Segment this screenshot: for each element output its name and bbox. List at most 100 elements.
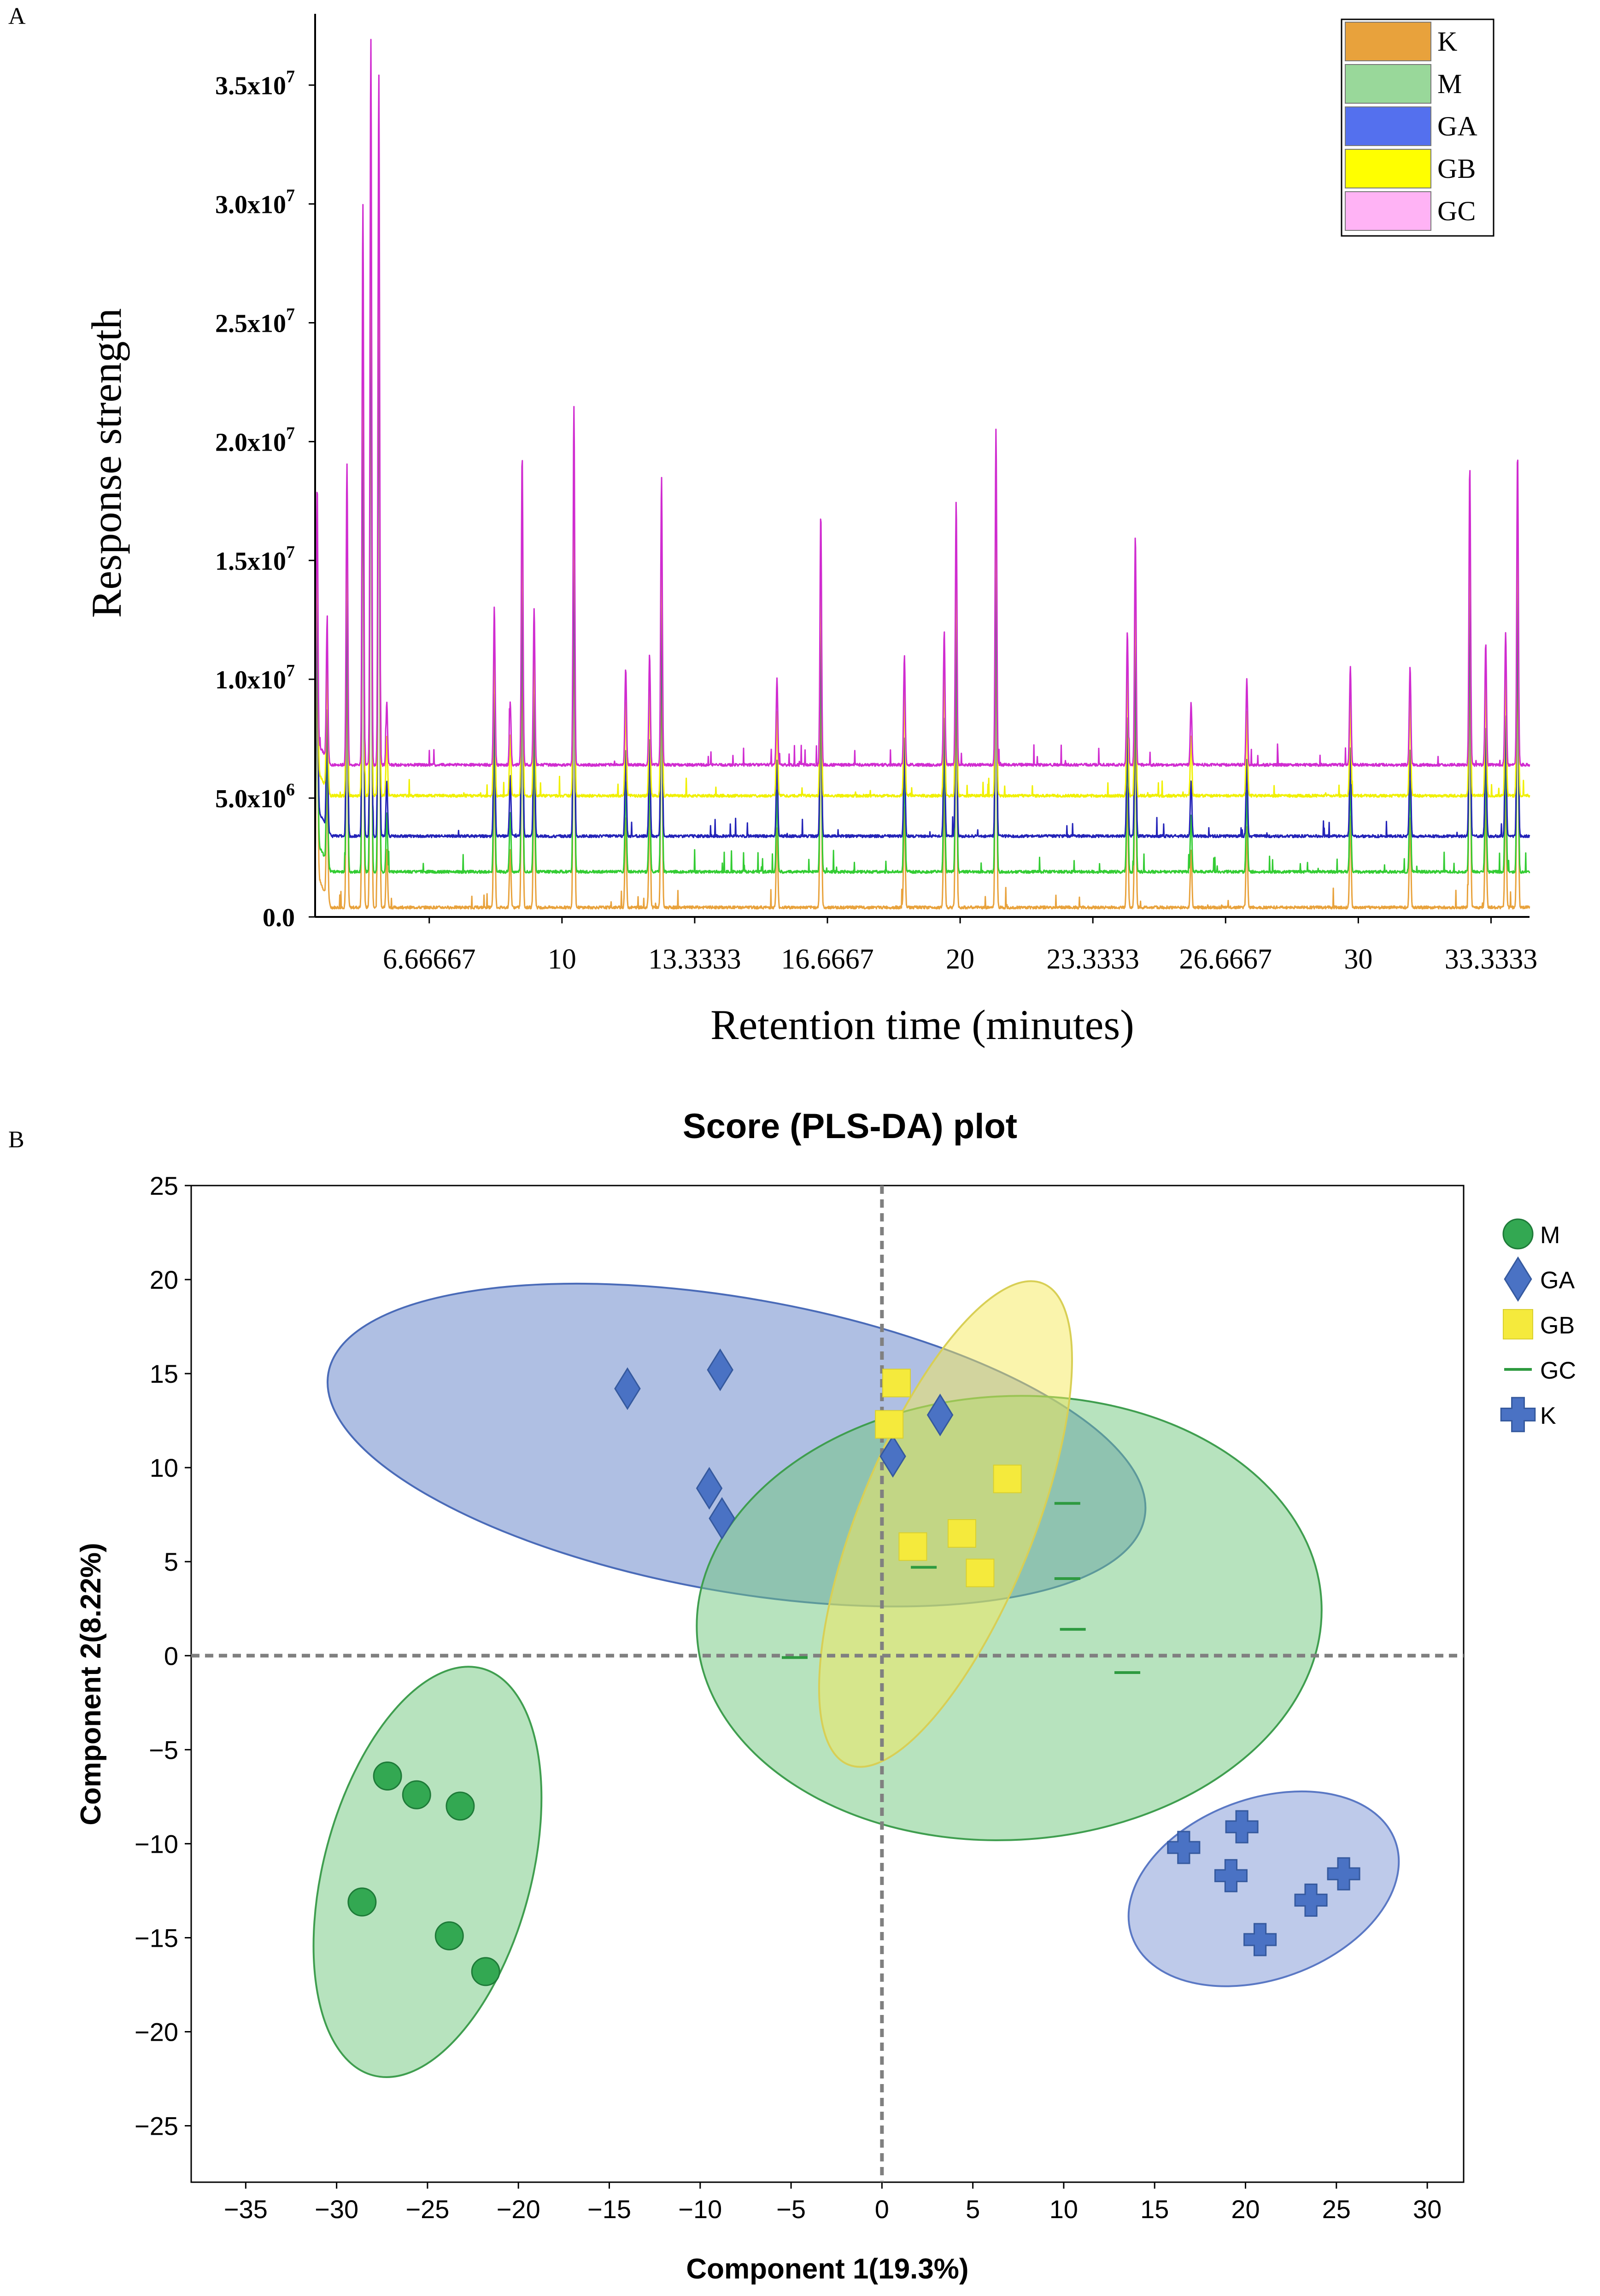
point-k [1327,1857,1360,1891]
y-axis-ticks: 0.0 5.0x106 1.0x107 1.5x107 2.0x107 2.5x107 3.… [215,67,315,932]
legend-marker-m [1502,1218,1534,1250]
point-m [402,1780,431,1809]
x-axis-ticks: −35 −30 −25 −20 −15 −10 −5 0 5 10 15 20 25 30 [224,2182,1442,2224]
point-ga [709,1497,735,1540]
legend-marker-ga [1504,1256,1532,1302]
point-gb [882,1368,911,1398]
x-tick-label: 10 [548,944,576,975]
legend-swatch [1345,106,1431,146]
y-tick-label: 5.0x106 [215,780,295,813]
x-axis-label: Retention time (minutes) [710,1001,1134,1048]
trace-m [314,189,1530,874]
x-tick-label: 33.3333 [1445,944,1538,975]
chromatogram-chart: 0.0 5.0x106 1.0x107 1.5x107 2.0x107 2.5x107 3.… [83,14,1537,1048]
legend-swatch [1345,191,1431,231]
y-tick-label: −5 [149,1735,178,1764]
y-axis-ticks: 25 20 15 10 5 0 −5 −10 −15 −20 −25 [135,1171,191,2141]
point-m [445,1791,475,1821]
y-tick-label: −15 [135,1923,178,1952]
legend-swatch [1345,64,1431,104]
x-tick-label: 5 [966,2195,980,2224]
x-axis-label: Component 1(19.3%) [686,2253,968,2285]
y-tick-label: −20 [135,2018,178,2047]
ellipse-k [1127,1790,1400,1987]
y-tick-label: 2.0x107 [215,423,295,457]
x-tick-label: 26.6667 [1179,944,1272,975]
x-tick-label: 0 [875,2195,889,2224]
x-tick-label: 20 [1231,2195,1260,2224]
point-ga [879,1435,906,1478]
legend-label: GB [1437,153,1476,184]
x-tick-label: 6.66667 [383,944,476,975]
x-tick-label: 23.3333 [1046,944,1139,975]
score-plot-title: Score (PLS-DA) plot [683,1107,1017,1146]
x-tick-label: 25 [1322,2195,1351,2224]
score-plot: Score (PLS-DA) plot 25 20 15 10 5 0 −5 −10 −15 −2… [75,1107,1576,2285]
y-tick-label: −10 [135,1829,178,1858]
x-tick-label: 30 [1413,2195,1442,2224]
x-tick-label: −30 [315,2195,358,2224]
legend-swatch [1345,22,1431,61]
x-tick-label: 10 [1049,2195,1078,2224]
legend-label: GB [1540,1312,1575,1339]
x-tick-label: 15 [1140,2195,1169,2224]
legend-swatch [1345,149,1431,188]
confidence-ellipses [312,1280,1400,2078]
x-tick-label: 13.3333 [648,944,741,975]
point-ga [926,1393,954,1437]
legend-label: GA [1437,111,1477,141]
score-points [347,1348,1360,1986]
x-tick-label: −25 [405,2195,449,2224]
panel-b-label: B [8,1127,24,1153]
x-tick-label: −20 [497,2195,540,2224]
point-m [434,1921,464,1950]
point-m [471,1957,500,1986]
panel-a-label: A [8,3,26,29]
point-gb [898,1532,927,1561]
y-tick-label: 10 [150,1453,178,1482]
trace-gc [314,39,1530,767]
x-tick-label: −10 [678,2195,722,2224]
y-tick-label: 25 [150,1171,178,1200]
x-tick-label: 16.6667 [781,944,874,975]
point-gb [966,1558,995,1587]
point-gb [947,1519,976,1548]
point-k [1225,1810,1259,1844]
x-tick-label: −35 [224,2195,268,2224]
trace-k [314,231,1530,910]
x-tick-label: −15 [587,2195,631,2224]
y-tick-label: 0.0 [263,904,295,932]
trace-ga [314,182,1530,839]
point-k [1243,1923,1277,1956]
legend-label: K [1437,26,1457,57]
y-tick-label: 20 [150,1265,178,1294]
point-m [347,1887,377,1917]
y-axis-label: Component 2(8.22%) [75,1543,107,1825]
legend-marker-gb [1503,1309,1533,1339]
y-tick-label: 15 [150,1359,178,1388]
y-tick-label: 3.0x107 [215,186,295,219]
trace-gb [314,91,1530,798]
point-gb [875,1410,904,1439]
chromatogram-legend: KM GA GB GC [1341,18,1495,237]
point-ga [707,1348,733,1392]
legend-label: M [1437,69,1462,99]
zero-lines [191,1186,1464,2182]
y-tick-label: 2.5x107 [215,305,295,338]
x-tick-label: −5 [776,2195,806,2224]
x-tick-label: 30 [1344,944,1372,975]
point-gb [993,1464,1022,1493]
point-k [1294,1883,1328,1917]
y-tick-label: 1.5x107 [215,542,295,575]
y-axis-label: Response strength [83,308,130,618]
point-k [1214,1859,1248,1892]
legend-label: K [1540,1403,1556,1429]
score-plot-legend: M GA GB GC K [1500,1218,1576,1433]
x-tick-label: 20 [946,944,974,975]
x-axis-ticks: 6.66667 10 13.3333 16.6667 20 23.3333 26.6667 3… [383,917,1537,975]
y-tick-label: 3.5x107 [215,67,295,100]
y-tick-label: 0 [164,1641,178,1670]
legend-label: M [1540,1222,1560,1249]
legend-label: GC [1437,196,1476,226]
